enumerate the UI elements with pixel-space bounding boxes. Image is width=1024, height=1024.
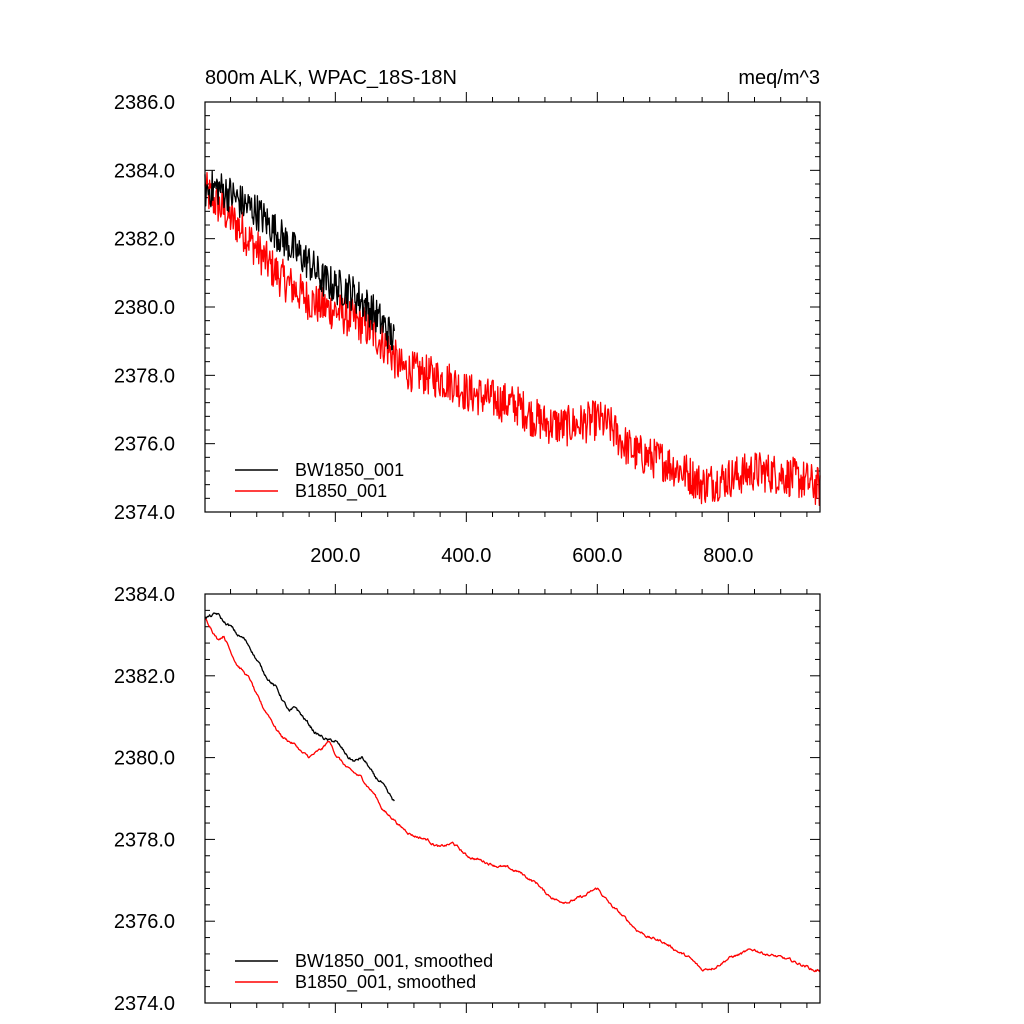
top-y-tick-label: 2374.0 — [114, 502, 175, 524]
bottom-legend-label-b1850: B1850_001, smoothed — [295, 972, 476, 993]
bottom-y-tick-labels: 2374.0 2376.0 2378.0 2380.0 2382.0 2384.0 — [114, 584, 175, 1015]
top-series-b1850-001 — [204, 172, 821, 507]
top-y-tick-label: 2382.0 — [114, 229, 175, 251]
top-y-tick-labels: 2374.0 2376.0 2378.0 2380.0 2382.0 2384.0 2386… — [114, 92, 175, 524]
bottom-plot-frame — [204, 593, 821, 1004]
top-units: meq/m^3 — [738, 67, 820, 89]
bottom-axis-ticks — [205, 584, 820, 1013]
bottom-y-tick-label: 2380.0 — [114, 748, 175, 770]
top-x-tick-labels: 200.0 400.0 600.0 800.0 — [310, 545, 753, 567]
bottom-series-b1850-001 — [204, 617, 821, 973]
bottom-y-tick-label: 2378.0 — [114, 829, 175, 851]
bottom-legend-label-bw1850: BW1850_001, smoothed — [295, 951, 493, 972]
top-legend-label-bw1850: BW1850_001 — [295, 460, 404, 481]
top-legend-label-b1850: B1850_001 — [295, 481, 387, 502]
top-y-tick-label: 2384.0 — [114, 160, 175, 182]
top-series-bw1850-001 — [204, 170, 395, 351]
bottom-y-tick-label: 2376.0 — [114, 911, 175, 933]
bottom-y-tick-label: 2384.0 — [114, 584, 175, 606]
top-y-tick-label: 2380.0 — [114, 297, 175, 319]
bottom-y-tick-label: 2374.0 — [114, 993, 175, 1015]
top-axis-ticks — [205, 92, 820, 522]
top-x-tick-label: 400.0 — [441, 545, 491, 567]
top-x-tick-label: 800.0 — [703, 545, 753, 567]
bottom-y-tick-label: 2382.0 — [114, 666, 175, 688]
top-title: 800m ALK, WPAC_18S-18N — [205, 67, 457, 89]
bottom-series-group — [204, 612, 821, 973]
bottom-series-bw1850-001 — [204, 612, 395, 802]
bottom-panel: 2374.0 2376.0 2378.0 2380.0 2382.0 2384.0 BW1… — [114, 584, 821, 1015]
top-panel: 800m ALK, WPAC_18S-18N meq/m^3 2374.0237… — [114, 67, 821, 567]
top-x-tick-label: 200.0 — [310, 545, 360, 567]
top-legend: BW1850_001 B1850_001 — [235, 460, 404, 502]
top-x-tick-label: 600.0 — [572, 545, 622, 567]
top-y-tick-label: 2376.0 — [114, 434, 175, 456]
top-plot-frame — [204, 101, 821, 513]
top-y-tick-label: 2386.0 — [114, 92, 175, 114]
top-series-group — [204, 170, 821, 507]
top-y-tick-label: 2378.0 — [114, 365, 175, 387]
bottom-legend: BW1850_001, smoothed B1850_001, smoothed — [235, 951, 493, 993]
